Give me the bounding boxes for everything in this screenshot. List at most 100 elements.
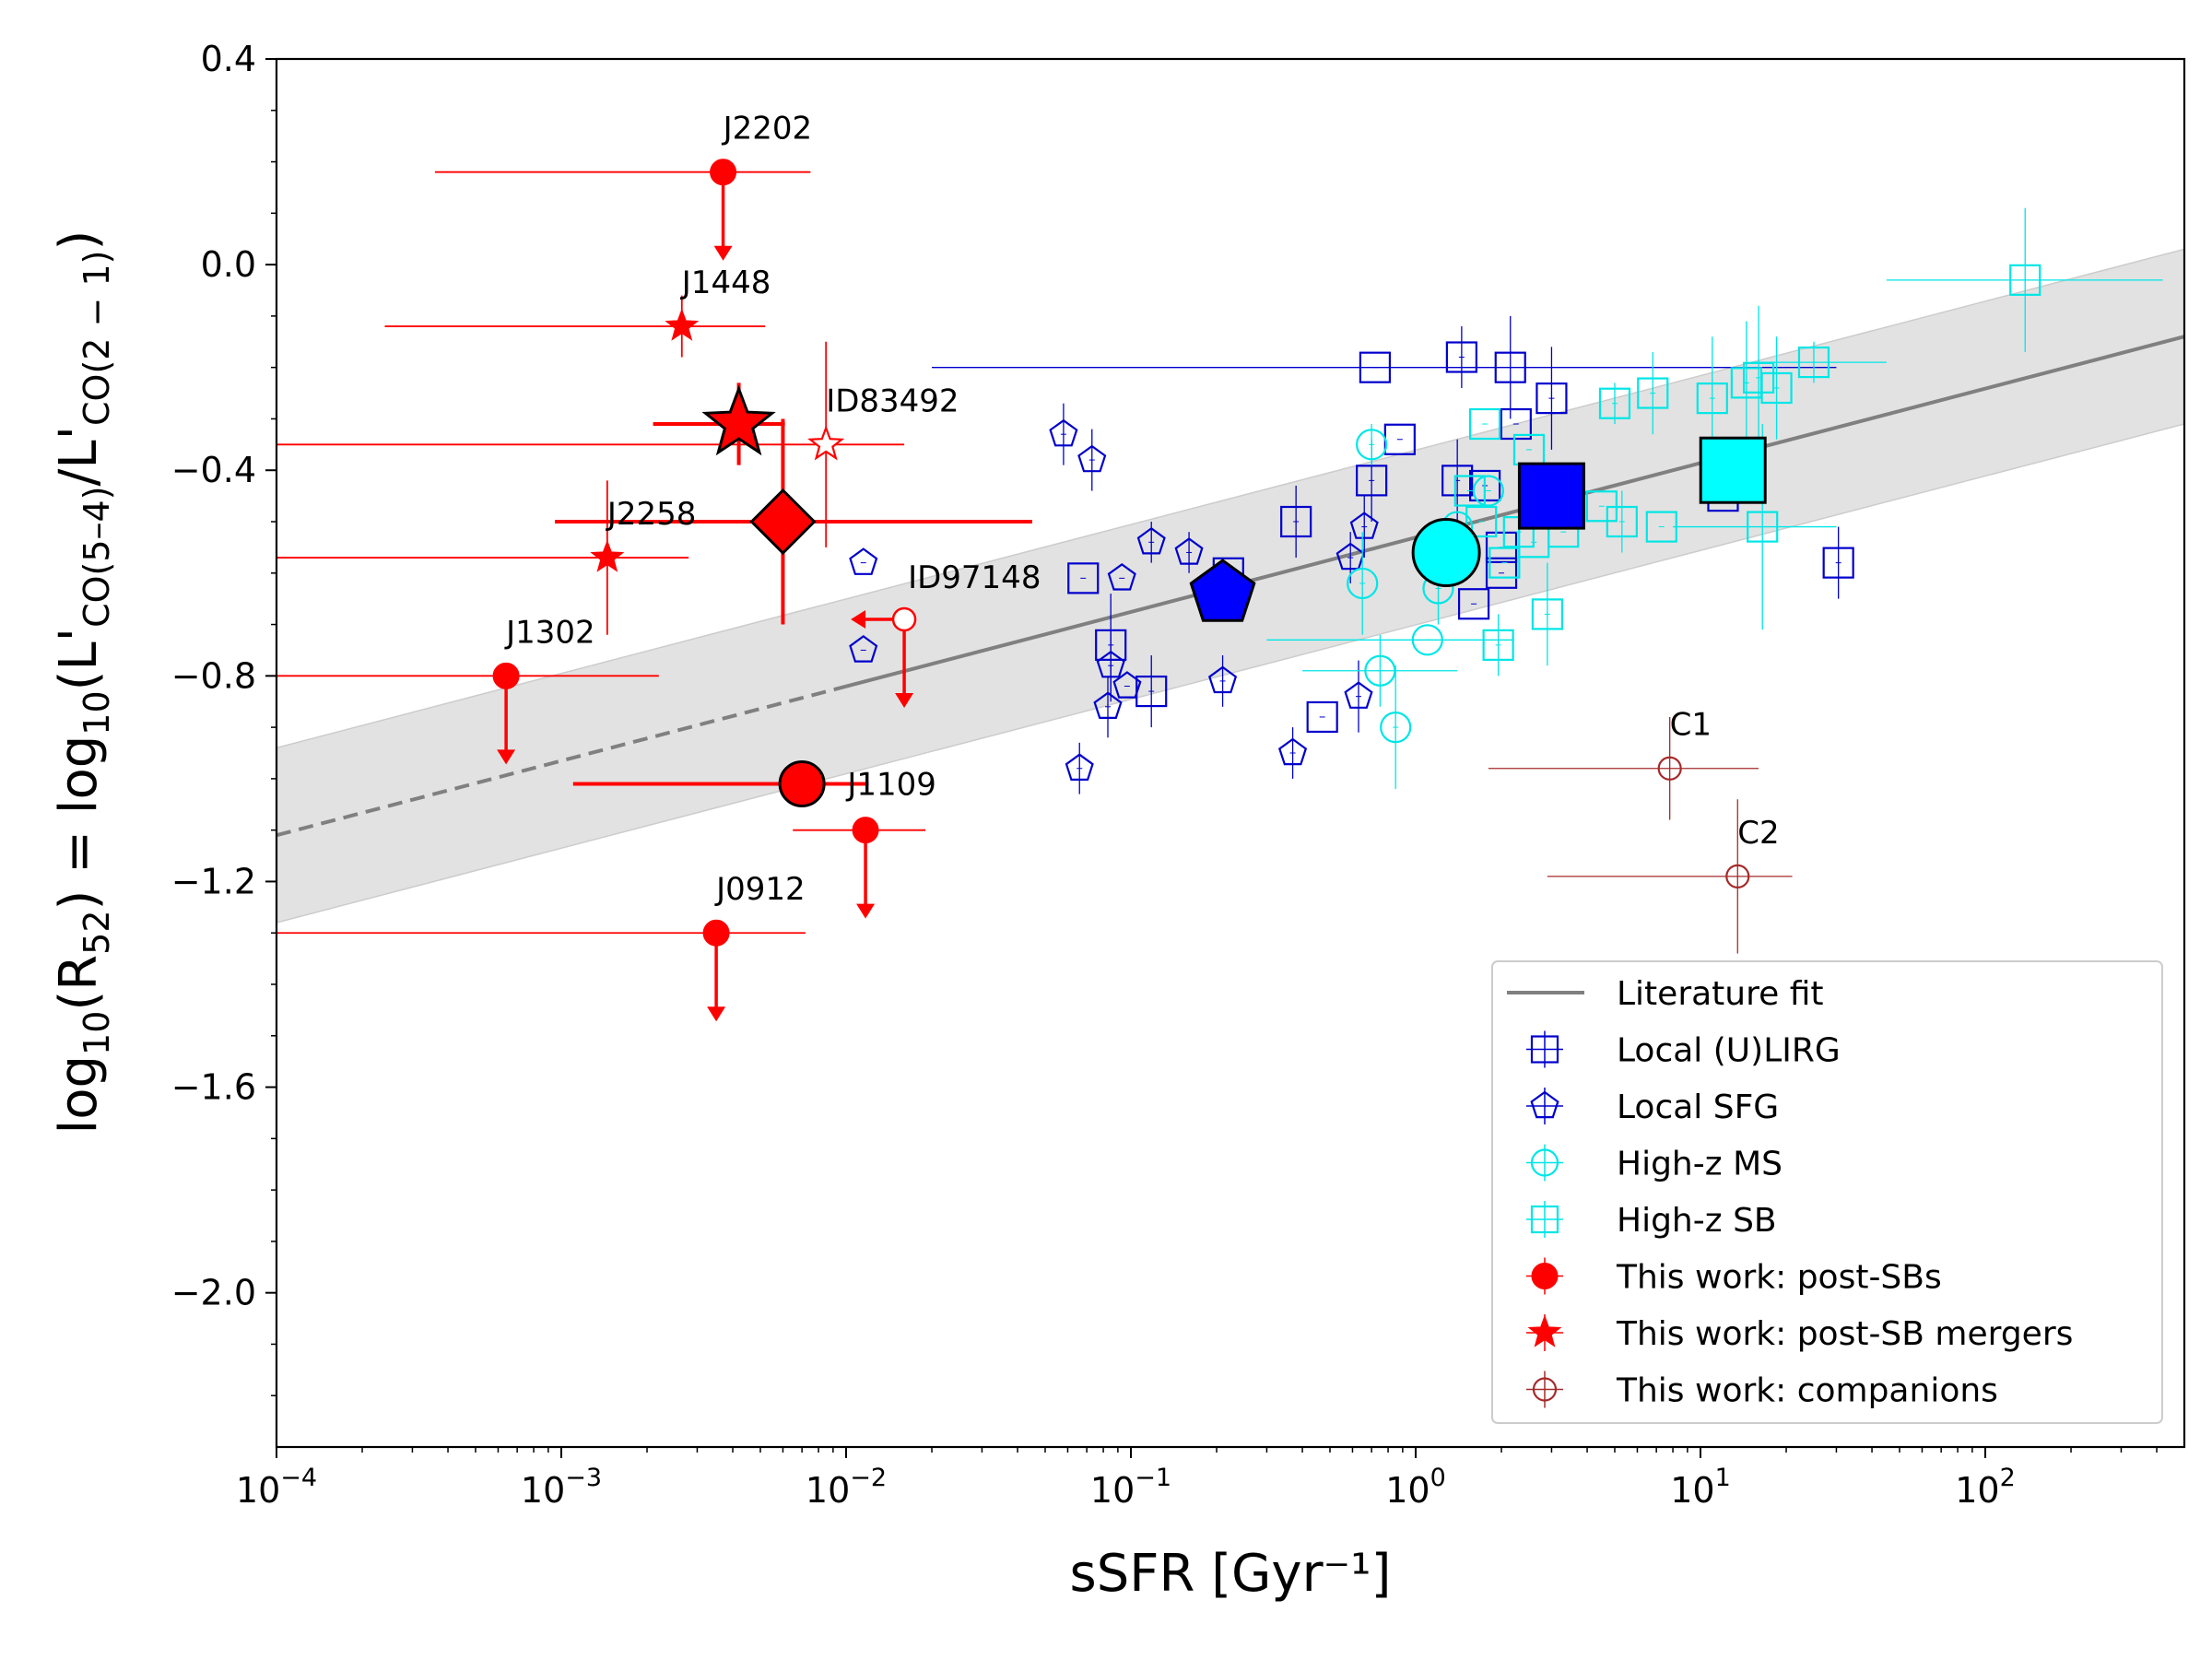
marker-1-12 — [1278, 737, 1308, 766]
label-C1: C1 — [1670, 707, 1712, 744]
marker-3-20 — [1747, 511, 1779, 543]
legend-label-0: Literature fit — [1617, 975, 1824, 1013]
legend: Literature fit Local (U)LIRG Local SFG High… — [1491, 960, 2163, 1424]
legend-marker-2 — [1530, 1090, 1559, 1119]
label-J2258: J2258 — [606, 496, 697, 533]
upper-limit-4-0 — [713, 171, 733, 261]
average-0 — [1517, 462, 1585, 530]
label-J1109: J1109 — [845, 766, 936, 803]
y-tick-label-6: −2.0 — [171, 1273, 256, 1313]
marker-2-5 — [1364, 654, 1396, 687]
marker-0-6 — [1356, 465, 1388, 497]
marker-5-1 — [807, 425, 845, 461]
marker-1-6 — [849, 635, 878, 663]
marker-3-15 — [1696, 382, 1728, 415]
marker-1-2 — [1136, 526, 1166, 555]
y-axis-label: log10(R52) = log10(L'CO(5–4)/L'CO(2 − 1)… — [49, 230, 117, 1135]
marker-3-21 — [2009, 264, 2041, 296]
legend-entry-1: Local (U)LIRG — [1526, 1030, 1841, 1070]
plot-area — [276, 159, 2184, 1022]
marker-1-9 — [1093, 691, 1123, 719]
marker-2-4 — [1411, 624, 1443, 656]
fit-line-dashed — [276, 684, 847, 838]
marker-3-7 — [1482, 629, 1514, 661]
upper-limit-4-3-head — [707, 1006, 726, 1022]
avg-marker-1 — [1189, 559, 1256, 622]
marker-1-15 — [1344, 681, 1373, 709]
average-3 — [1699, 436, 1767, 504]
marker-0-9 — [1280, 505, 1312, 538]
marker-3-18 — [1760, 371, 1793, 405]
y-label-ratio-sub: 52 — [76, 910, 117, 954]
series-5 — [276, 295, 905, 635]
y-tick-label-4: −1.2 — [171, 861, 256, 901]
average-5 — [653, 382, 785, 465]
avg-marker-2 — [1411, 517, 1481, 587]
upper-limit-4-2 — [856, 830, 876, 919]
marker-1-10 — [1208, 665, 1238, 694]
avg-marker-0 — [1517, 462, 1585, 530]
x-tick-label-0: 10−4 — [236, 1464, 317, 1511]
marker-5-0 — [665, 308, 700, 341]
legend-entry-0: Literature fit — [1507, 975, 1824, 1013]
id97148-left-arrow-head — [851, 609, 866, 629]
marker-3-11 — [1606, 505, 1638, 538]
marker-0-19 — [1822, 547, 1854, 579]
marker-3-6 — [1488, 547, 1521, 579]
marker-0-15 — [1457, 588, 1490, 620]
legend-entry-4: High-z SB — [1526, 1201, 1777, 1240]
avg-marker-3 — [1699, 436, 1767, 504]
svg-text:log10(R52) = log10(L'CO(5–4)/L: log10(R52) = log10(L'CO(5–4)/L'CO(2 − 1)… — [49, 230, 117, 1135]
marker-2-0 — [1356, 429, 1388, 461]
average-2 — [1411, 517, 1481, 587]
upper-limit-4-1 — [497, 676, 516, 765]
legend-label-5: This work: post-SBs — [1616, 1259, 1942, 1297]
marker-0-4 — [1500, 407, 1532, 441]
average-6 — [555, 418, 1032, 625]
label-J1448: J1448 — [680, 265, 771, 301]
marker-3-17 — [1742, 361, 1775, 394]
marker-3-0 — [1469, 407, 1501, 441]
marker-0-2 — [1494, 351, 1526, 383]
legend-marker-3 — [1530, 1148, 1559, 1177]
label-ID97148: ID97148 — [908, 559, 1041, 596]
marker-1-7 — [1096, 650, 1125, 678]
marker-2-6 — [1380, 712, 1412, 744]
marker-2-7 — [1472, 475, 1504, 507]
legend-marker-6 — [1527, 1314, 1562, 1347]
axis-ticks: 10−4 10−3 10−2 10−1 100 101 102 0.4 0.0 −0.4 −0.8 −… — [171, 39, 2158, 1511]
x-tick-label-3: 10−1 — [1090, 1464, 1171, 1511]
legend-entry-7: This work: companions — [1526, 1371, 1998, 1410]
legend-entry-6: This work: post-SB mergers — [1526, 1314, 2073, 1353]
marker-0-1 — [1445, 341, 1477, 373]
upper-limit-4-3 — [707, 933, 726, 1022]
avg-marker-4 — [778, 759, 826, 807]
marker-2-1 — [1347, 567, 1379, 600]
y-label-sub10b: 10 — [76, 690, 117, 735]
fit-line — [845, 335, 2184, 688]
x-tick-label-4: 100 — [1385, 1464, 1446, 1511]
marker-3-19 — [1797, 346, 1830, 379]
marker-3-8 — [1531, 598, 1563, 630]
legend-entry-5: This work: post-SBs — [1526, 1257, 1942, 1297]
y-label-slash: /L' — [49, 426, 109, 486]
label-J1302: J1302 — [504, 614, 595, 651]
marker-1-0 — [1049, 418, 1078, 447]
legend-marker-1 — [1530, 1035, 1559, 1064]
y-label-log: log — [49, 1055, 109, 1134]
y-tick-label-2: −0.4 — [171, 450, 256, 490]
marker-1-5 — [1107, 563, 1136, 591]
x-axis-label: sSFR [Gyr⁻¹] — [1070, 1544, 1392, 1604]
upper-limit-4-2-head — [856, 903, 876, 919]
x-tick-label-1: 10−3 — [521, 1464, 602, 1511]
y-tick-label-1: 0.0 — [201, 244, 256, 285]
marker-0-17 — [1485, 557, 1518, 589]
marker-3-14 — [1637, 377, 1669, 409]
y-tick-label-0: 0.4 — [201, 39, 256, 79]
marker-1-8 — [1112, 671, 1142, 699]
series-1 — [849, 403, 1379, 794]
marker-1-3 — [1174, 537, 1204, 565]
marker-0-3 — [1535, 382, 1568, 415]
y-tick-label-5: −1.6 — [171, 1067, 256, 1108]
legend-marker-7 — [1532, 1377, 1558, 1402]
